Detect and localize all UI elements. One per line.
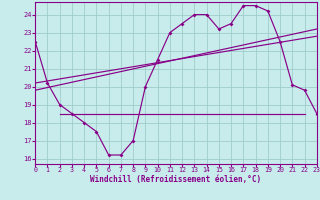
X-axis label: Windchill (Refroidissement éolien,°C): Windchill (Refroidissement éolien,°C) [91,175,261,184]
